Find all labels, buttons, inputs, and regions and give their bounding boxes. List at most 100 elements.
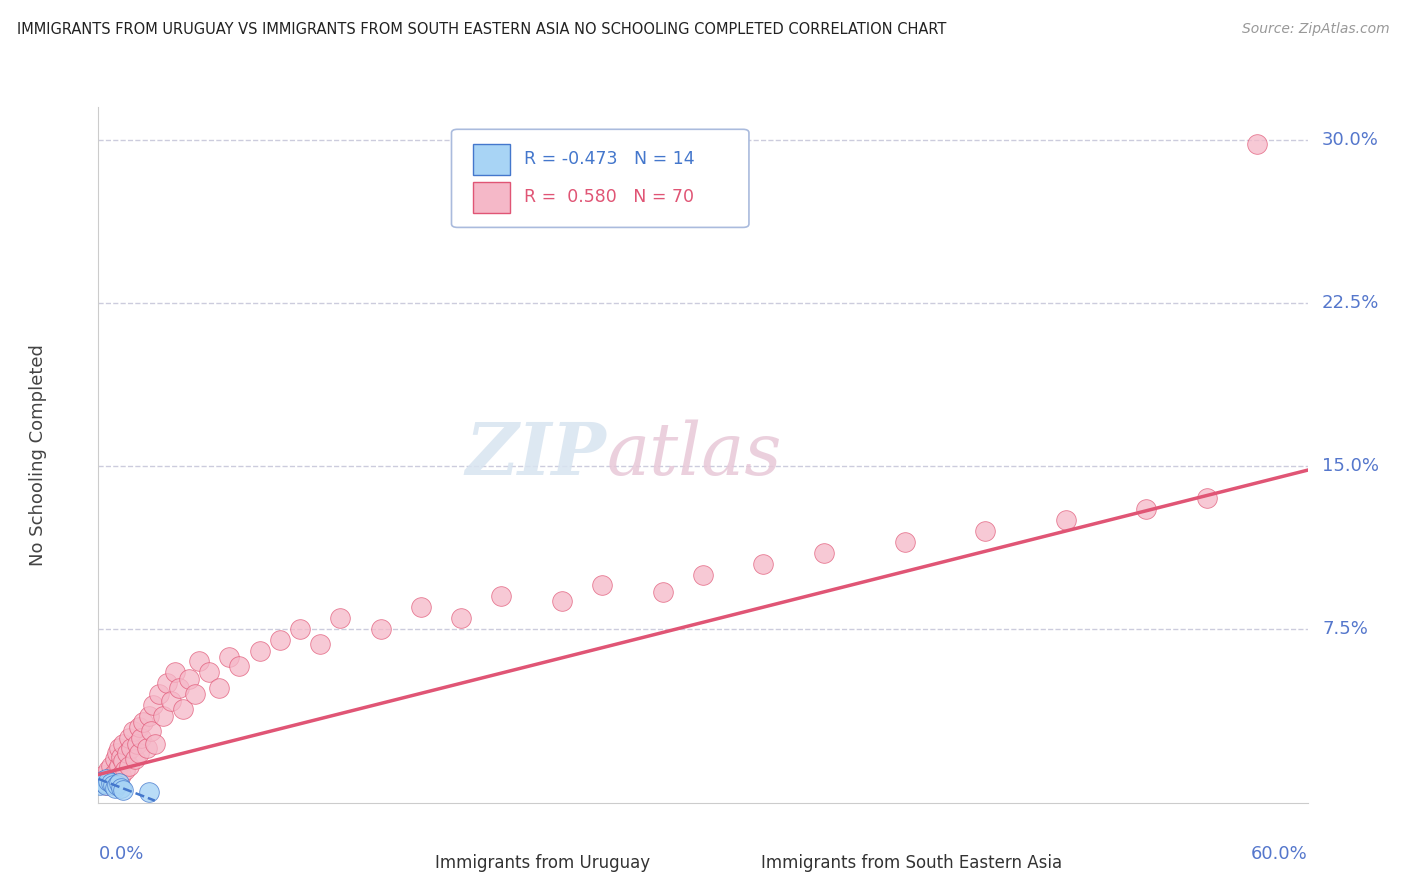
- Point: [103, 752, 125, 766]
- Point: [93, 776, 115, 790]
- Point: [269, 632, 291, 647]
- Point: [692, 567, 714, 582]
- Point: [551, 593, 574, 607]
- Text: 15.0%: 15.0%: [1322, 457, 1379, 475]
- Point: [97, 763, 120, 777]
- Point: [107, 741, 129, 756]
- Point: [105, 778, 128, 792]
- Point: [110, 750, 132, 764]
- Text: ZIP: ZIP: [465, 419, 606, 491]
- Point: [105, 746, 128, 760]
- Point: [103, 770, 125, 784]
- Point: [91, 774, 114, 789]
- Point: [107, 776, 129, 790]
- Point: [135, 741, 157, 756]
- Text: R =  0.580   N = 70: R = 0.580 N = 70: [524, 188, 695, 206]
- Text: R = -0.473   N = 14: R = -0.473 N = 14: [524, 150, 695, 169]
- Point: [184, 687, 207, 701]
- Point: [105, 763, 128, 777]
- Point: [128, 720, 150, 734]
- FancyBboxPatch shape: [451, 129, 749, 227]
- Point: [124, 752, 146, 766]
- Point: [115, 746, 138, 760]
- Point: [89, 778, 111, 792]
- Point: [1246, 136, 1268, 151]
- Point: [591, 578, 613, 592]
- Text: 0.0%: 0.0%: [98, 845, 143, 863]
- Point: [125, 737, 148, 751]
- Text: IMMIGRANTS FROM URUGUAY VS IMMIGRANTS FROM SOUTH EASTERN ASIA NO SCHOOLING COMPL: IMMIGRANTS FROM URUGUAY VS IMMIGRANTS FR…: [17, 22, 946, 37]
- Point: [1054, 513, 1077, 527]
- Point: [128, 746, 150, 760]
- Point: [172, 702, 194, 716]
- Point: [142, 698, 165, 712]
- Point: [309, 637, 332, 651]
- FancyBboxPatch shape: [474, 182, 509, 213]
- Point: [121, 724, 143, 739]
- Text: Immigrants from Uruguay: Immigrants from Uruguay: [434, 855, 650, 872]
- Point: [143, 737, 166, 751]
- Point: [288, 622, 311, 636]
- Point: [491, 589, 513, 603]
- Point: [111, 737, 134, 751]
- Point: [160, 693, 183, 707]
- Point: [100, 776, 122, 790]
- Point: [114, 763, 136, 777]
- Point: [752, 557, 775, 571]
- Point: [208, 681, 231, 695]
- Point: [409, 600, 432, 615]
- Point: [110, 780, 132, 795]
- Point: [111, 782, 134, 797]
- FancyBboxPatch shape: [401, 852, 427, 874]
- Point: [118, 731, 141, 745]
- Point: [97, 774, 120, 789]
- Point: [120, 741, 142, 756]
- Point: [167, 681, 190, 695]
- Point: [138, 708, 160, 723]
- Point: [129, 731, 152, 745]
- Point: [139, 724, 162, 739]
- Point: [1135, 502, 1157, 516]
- Point: [974, 524, 997, 538]
- Point: [177, 672, 201, 686]
- Point: [96, 772, 118, 786]
- FancyBboxPatch shape: [727, 852, 754, 874]
- Point: [813, 546, 835, 560]
- Point: [651, 585, 673, 599]
- Point: [329, 611, 352, 625]
- Point: [118, 759, 141, 773]
- Point: [100, 776, 122, 790]
- Text: 30.0%: 30.0%: [1322, 130, 1379, 149]
- Text: Source: ZipAtlas.com: Source: ZipAtlas.com: [1241, 22, 1389, 37]
- Point: [152, 708, 174, 723]
- Point: [218, 650, 240, 665]
- Point: [101, 767, 124, 781]
- Text: No Schooling Completed: No Schooling Completed: [30, 344, 46, 566]
- Text: atlas: atlas: [606, 419, 782, 491]
- Point: [370, 622, 392, 636]
- Text: 60.0%: 60.0%: [1251, 845, 1308, 863]
- Point: [93, 767, 115, 781]
- Point: [1195, 491, 1218, 506]
- Point: [148, 687, 170, 701]
- Point: [111, 755, 134, 769]
- Point: [228, 658, 250, 673]
- Point: [91, 774, 114, 789]
- Point: [198, 665, 221, 680]
- Point: [100, 759, 122, 773]
- Point: [163, 665, 186, 680]
- Point: [893, 534, 915, 549]
- Point: [96, 778, 118, 792]
- Point: [97, 772, 120, 786]
- Point: [101, 778, 124, 792]
- Point: [156, 676, 179, 690]
- Point: [96, 778, 118, 792]
- Text: 22.5%: 22.5%: [1322, 293, 1379, 311]
- Point: [132, 715, 155, 730]
- Point: [188, 655, 211, 669]
- FancyBboxPatch shape: [474, 144, 509, 175]
- Point: [103, 780, 125, 795]
- Point: [138, 785, 160, 799]
- Text: 7.5%: 7.5%: [1322, 620, 1368, 638]
- Point: [450, 611, 472, 625]
